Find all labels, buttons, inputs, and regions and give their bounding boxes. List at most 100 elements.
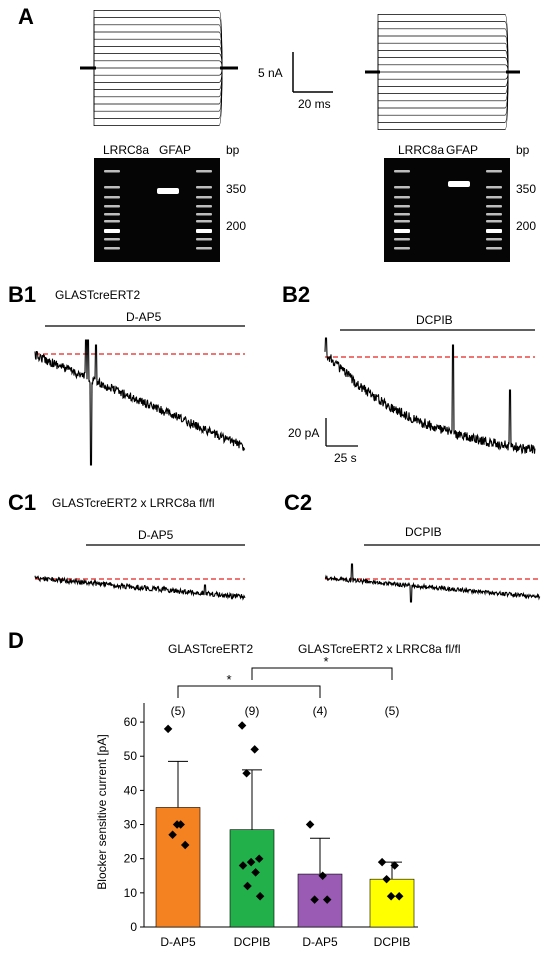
gfap-band <box>157 188 179 194</box>
n-label: (5) <box>385 704 400 718</box>
data-point <box>382 874 391 884</box>
y-tick-label: 10 <box>124 886 138 900</box>
bars <box>155 807 415 928</box>
ladder-band <box>486 205 502 208</box>
group-label-1: GLASTcreERT2 <box>168 642 253 656</box>
gel-left-unit-label: bp <box>226 143 240 157</box>
ladder-band <box>104 196 120 199</box>
ladder-band <box>196 170 212 173</box>
ladder-band <box>486 196 502 199</box>
panel-label-c1: C1 <box>8 490 36 515</box>
data-point <box>163 724 173 734</box>
ladder-band <box>486 220 502 223</box>
gfap-band <box>448 181 470 187</box>
scale-bar-a: 5 nA 20 ms <box>258 52 333 111</box>
ladder-band <box>104 247 120 250</box>
current-trace <box>365 64 520 73</box>
y-tick-label: 60 <box>124 715 138 729</box>
bar <box>369 878 415 928</box>
current-trace <box>365 35 520 73</box>
n-label: (4) <box>313 704 328 718</box>
y-tick-label: 50 <box>124 749 138 763</box>
ladder-band <box>104 220 120 223</box>
gel-left-marker-350: 350 <box>226 182 246 196</box>
n-label: (5) <box>171 704 186 718</box>
x-tick-label: D-AP5 <box>160 935 196 949</box>
panel-label-b1: B1 <box>8 282 36 307</box>
ladder-band <box>196 238 212 241</box>
gel-left: LRRC8a GFAP bp 350 200 <box>94 143 246 262</box>
trace-b1 <box>34 339 246 466</box>
ladder-band <box>394 247 410 250</box>
ladder-band <box>486 238 502 241</box>
significance-brackets: ** <box>177 654 393 698</box>
current-trace <box>80 60 238 69</box>
data-point <box>394 892 404 901</box>
data-point <box>255 892 265 901</box>
gel-right: LRRC8a GFAP bp 350 200 <box>384 143 536 262</box>
bar <box>297 873 343 928</box>
ladder-band <box>394 213 410 216</box>
scale-bar-b: 20 pA 25 s <box>288 418 358 465</box>
current-traces-right <box>365 14 520 130</box>
y-tick-label: 30 <box>124 818 138 832</box>
data-point <box>254 854 264 863</box>
n-labels: (5) (9) (4) (5) <box>171 704 400 718</box>
current-trace <box>365 71 520 109</box>
current-traces-left <box>80 10 238 126</box>
significance-star: * <box>323 654 328 669</box>
data-point <box>390 861 399 870</box>
significance-bracket <box>251 667 393 680</box>
ladder-band <box>486 247 502 250</box>
x-tick-label: DCPIB <box>234 935 271 949</box>
trace-c2 <box>324 563 541 603</box>
y-tick-label: 40 <box>124 783 138 797</box>
ladder-band <box>394 170 410 173</box>
ladder-band <box>394 220 410 223</box>
ladder-band <box>104 170 120 173</box>
current-trace <box>365 71 520 130</box>
ladder-band <box>104 229 120 233</box>
gel-left-lane-label-2: GFAP <box>159 143 191 157</box>
bar <box>229 829 275 928</box>
group-label-2: GLASTcreERT2 x LRRC8a fl/fl <box>298 642 461 656</box>
drug-label-b1: D-AP5 <box>126 310 162 324</box>
data-point <box>377 857 387 867</box>
x-tick-label: DCPIB <box>374 935 411 949</box>
drug-label-c2: DCPIB <box>405 525 442 539</box>
bar-chart: Blocker sensitive current [pA] 0 10 20 30 40… <box>95 654 418 949</box>
current-trace <box>80 46 238 69</box>
ladder-band <box>196 196 212 199</box>
drug-label-c1: D-AP5 <box>138 528 174 542</box>
panel-label-c2: C2 <box>284 490 312 515</box>
ladder-band <box>196 229 212 233</box>
ladder-band <box>104 205 120 208</box>
ladder-band <box>196 213 212 216</box>
ladder-band <box>394 186 410 189</box>
gel-right-lane-label-1: LRRC8a <box>398 143 444 157</box>
ladder-band <box>196 205 212 208</box>
ladder-band <box>104 238 120 241</box>
scale-bar-b-y-label: 20 pA <box>288 426 319 440</box>
gel-left-marker-200: 200 <box>226 219 246 233</box>
ladder-band <box>104 213 120 216</box>
current-trace <box>80 31 238 69</box>
ladder-band <box>486 186 502 189</box>
drug-label-b2: DCPIB <box>416 313 453 327</box>
data-point <box>305 820 315 829</box>
ladder-band <box>104 186 120 189</box>
ladder-band <box>394 238 410 241</box>
current-trace <box>80 67 238 105</box>
current-trace <box>365 21 520 73</box>
gel-left-lane-label-1: LRRC8a <box>103 143 149 157</box>
current-trace <box>365 71 520 80</box>
ladder-band <box>196 247 212 250</box>
x-tick-labels: D-AP5 DCPIB D-AP5 DCPIB <box>160 935 410 949</box>
panel-label-a: A <box>18 4 34 29</box>
trace-c1 <box>34 575 246 601</box>
genotype-label-c: GLASTcreERT2 x LRRC8a fl/fl <box>52 496 215 510</box>
data-point <box>250 745 259 754</box>
gel-right-background <box>384 158 510 262</box>
data-point <box>322 895 332 904</box>
